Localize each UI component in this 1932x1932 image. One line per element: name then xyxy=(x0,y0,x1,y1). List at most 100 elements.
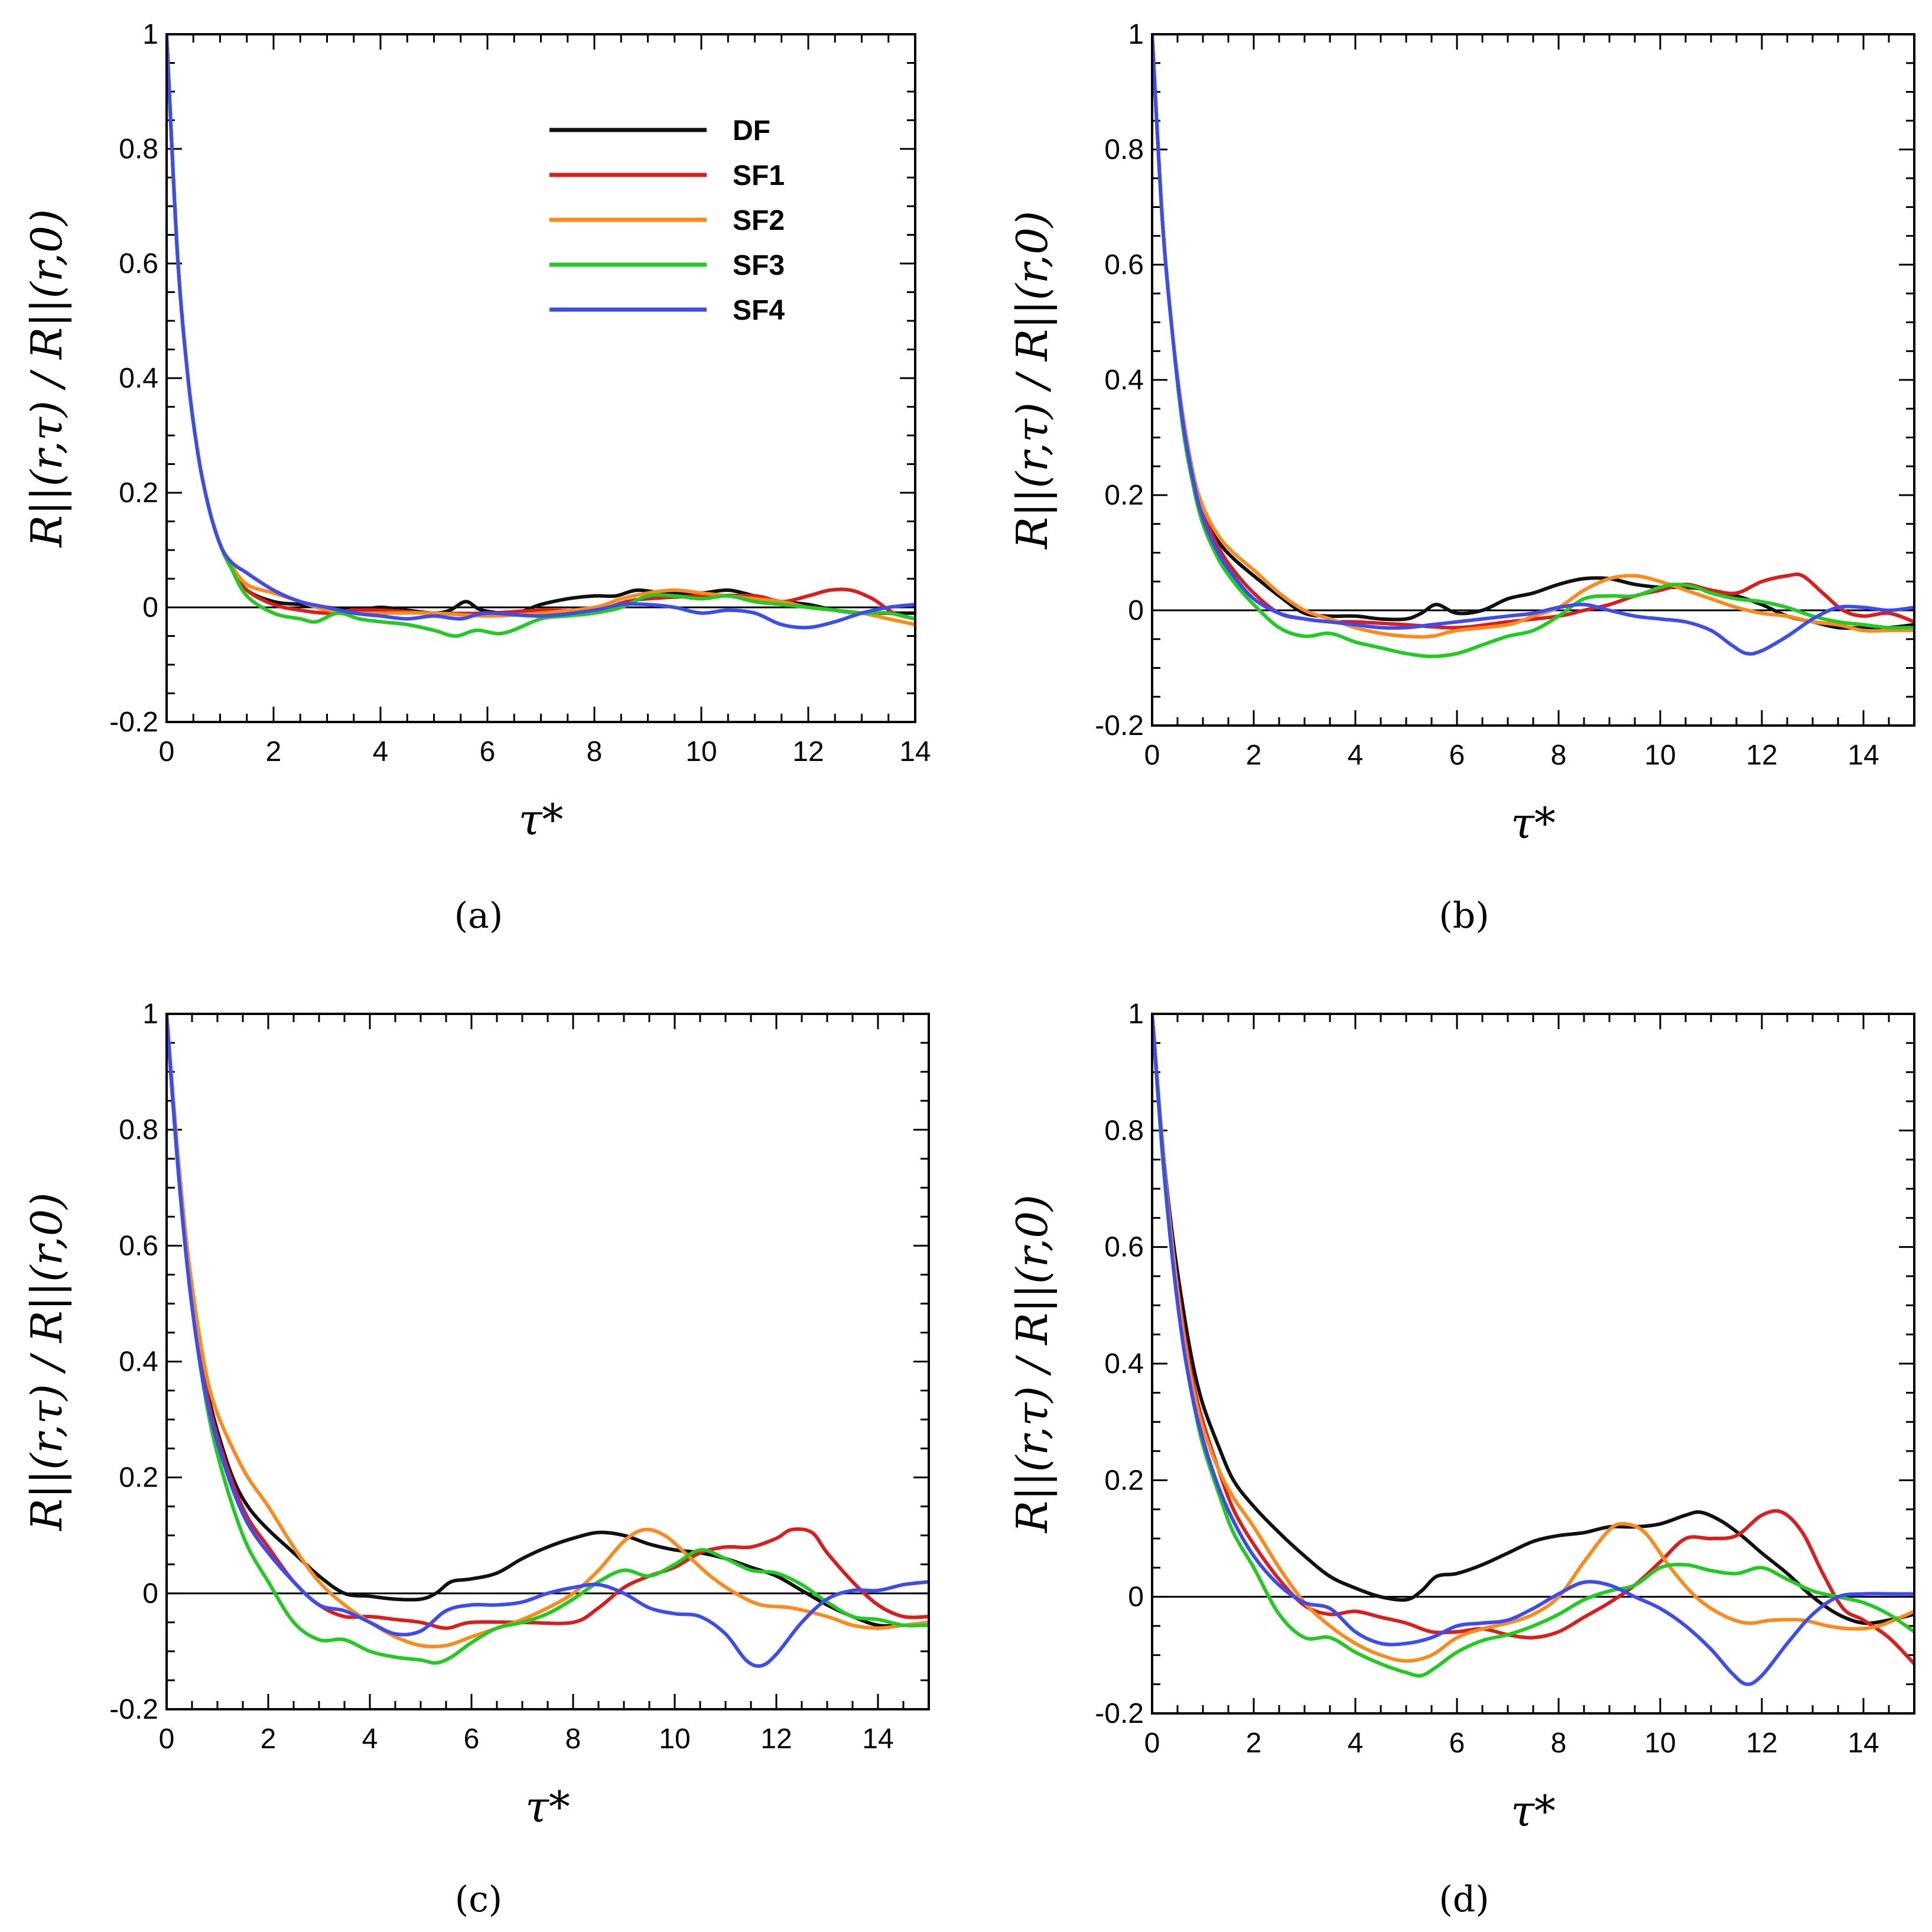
x-tick-label: 8 xyxy=(1551,740,1567,771)
y-tick-label: 0.6 xyxy=(119,248,158,279)
panel-label: (c) xyxy=(455,1879,502,1920)
y-tick-label: 0.8 xyxy=(119,134,158,165)
x-tick-label: 4 xyxy=(1348,740,1364,771)
legend-label-sf4: SF4 xyxy=(733,295,785,326)
x-axis-label: τ* xyxy=(525,1782,570,1832)
x-tick-label: 14 xyxy=(899,736,931,767)
legend: DF SF1 SF2 SF3 SF4 xyxy=(549,115,785,326)
y-tick-label: -0.2 xyxy=(1095,710,1144,741)
y-tick-label: 0.4 xyxy=(119,363,158,394)
x-tick-label: 0 xyxy=(1144,1728,1160,1759)
legend-label-sf1: SF1 xyxy=(733,160,785,191)
x-tick-label: 4 xyxy=(362,1723,378,1755)
plot-frame xyxy=(165,33,916,723)
x-tick-label: 14 xyxy=(1848,1728,1879,1759)
series-line-df xyxy=(167,34,915,616)
panel-d: 0 2 4 6 8 10 12 14-0.200.20.40.60.81τ*R||(r,τ) … xyxy=(1007,998,1915,1920)
y-tick-label: 0.2 xyxy=(119,477,158,509)
series-line-sf1 xyxy=(167,34,915,621)
series-line-sf1 xyxy=(1152,34,1914,630)
x-tick-label: 10 xyxy=(659,1723,690,1755)
plot-frame xyxy=(165,1013,930,1710)
y-tick-label: 0.4 xyxy=(1104,365,1144,396)
y-tick-label: -0.2 xyxy=(109,707,158,738)
x-tick-label: 12 xyxy=(1746,740,1777,771)
x-axis-label: τ* xyxy=(519,795,564,844)
series-line-sf2 xyxy=(1152,1014,1914,1663)
x-tick-label: 2 xyxy=(261,1723,277,1755)
series-line-sf3 xyxy=(1152,1014,1914,1678)
x-tick-label: 8 xyxy=(587,736,603,767)
y-tick-label: -0.2 xyxy=(109,1694,158,1725)
series-group xyxy=(167,34,915,638)
panel-label: (a) xyxy=(454,895,503,936)
series-line-sf1 xyxy=(167,1014,929,1630)
x-tick-label: 0 xyxy=(159,736,175,767)
y-tick-label: 0.4 xyxy=(1104,1348,1144,1380)
series-line-sf4 xyxy=(167,1014,929,1668)
x-tick-label: 6 xyxy=(480,736,496,767)
x-tick-label: 6 xyxy=(1449,1728,1465,1759)
x-axis-label: τ* xyxy=(1511,1786,1556,1836)
series-line-df xyxy=(1152,1014,1914,1625)
y-tick-label: 1 xyxy=(142,19,158,50)
y-tick-label: 0.8 xyxy=(1104,134,1144,165)
panel-a: 0 2 4 6 8 10 12 14-0.200.20.40.60.81τ*R||(r,τ) … xyxy=(22,19,931,936)
series-line-sf1 xyxy=(1152,1014,1914,1666)
y-tick-label: 1 xyxy=(1128,998,1144,1030)
series-line-sf2 xyxy=(167,1014,929,1648)
y-tick-label: 0.2 xyxy=(1104,1465,1144,1496)
x-tick-label: 4 xyxy=(373,736,389,767)
y-axis-label: R||(r,τ) / R||(r,0) xyxy=(1007,1195,1057,1534)
y-tick-label: 0 xyxy=(142,592,158,623)
series-line-sf3 xyxy=(167,34,915,638)
y-tick-label: 0.2 xyxy=(1104,480,1144,511)
legend-label-sf2: SF2 xyxy=(733,205,785,236)
y-tick-label: -0.2 xyxy=(1095,1698,1144,1729)
x-tick-label: 8 xyxy=(565,1723,581,1755)
y-axis-label: R||(r,τ) / R||(r,0) xyxy=(22,1192,71,1531)
x-tick-label: 12 xyxy=(760,1723,792,1755)
x-tick-label: 10 xyxy=(1644,1728,1676,1759)
ticks xyxy=(165,1013,930,1710)
panel-c: 0 2 4 6 8 10 12 14-0.200.20.40.60.81τ*R||(r,τ) … xyxy=(22,998,930,1920)
x-tick-label: 6 xyxy=(1449,740,1465,771)
x-tick-label: 2 xyxy=(1246,1728,1262,1759)
y-tick-label: 0.6 xyxy=(1104,1232,1144,1263)
x-tick-label: 0 xyxy=(1144,740,1160,771)
panel-b: 0 2 4 6 8 10 12 14-0.200.20.40.60.81τ*R||(r,τ) … xyxy=(1007,19,1915,936)
x-tick-label: 12 xyxy=(792,736,824,767)
y-tick-label: 0.4 xyxy=(119,1346,158,1378)
y-axis-label: R||(r,τ) / R||(r,0) xyxy=(22,209,71,548)
x-tick-label: 14 xyxy=(862,1723,893,1755)
x-tick-label: 12 xyxy=(1746,1728,1777,1759)
series-line-sf4 xyxy=(1152,1014,1914,1686)
legend-label-sf3: SF3 xyxy=(733,250,785,281)
y-tick-label: 0 xyxy=(142,1578,158,1609)
y-tick-label: 0.2 xyxy=(119,1462,158,1494)
y-tick-label: 0 xyxy=(1128,595,1144,626)
panel-label: (b) xyxy=(1439,895,1489,936)
y-tick-label: 1 xyxy=(142,998,158,1030)
x-tick-label: 0 xyxy=(159,1723,175,1755)
series-group xyxy=(1152,34,1914,658)
ticks xyxy=(165,33,916,723)
y-tick-label: 0.8 xyxy=(1104,1115,1144,1146)
plot-frame xyxy=(1151,33,1915,727)
x-tick-label: 10 xyxy=(685,736,717,767)
series-group xyxy=(167,1014,929,1668)
series-line-sf4 xyxy=(167,34,915,630)
y-tick-label: 0.6 xyxy=(1104,249,1144,281)
series-group xyxy=(1152,1014,1914,1686)
x-axis-label: τ* xyxy=(1511,798,1556,848)
y-tick-label: 0.6 xyxy=(119,1230,158,1261)
x-tick-label: 2 xyxy=(266,736,282,767)
x-tick-label: 4 xyxy=(1348,1728,1364,1759)
series-line-sf2 xyxy=(1152,34,1914,639)
y-axis-label: R||(r,τ) / R||(r,0) xyxy=(1007,211,1057,550)
x-tick-label: 2 xyxy=(1246,740,1262,771)
y-tick-label: 0 xyxy=(1128,1582,1144,1613)
x-tick-label: 10 xyxy=(1644,740,1676,771)
plot-frame xyxy=(1151,1013,1915,1715)
